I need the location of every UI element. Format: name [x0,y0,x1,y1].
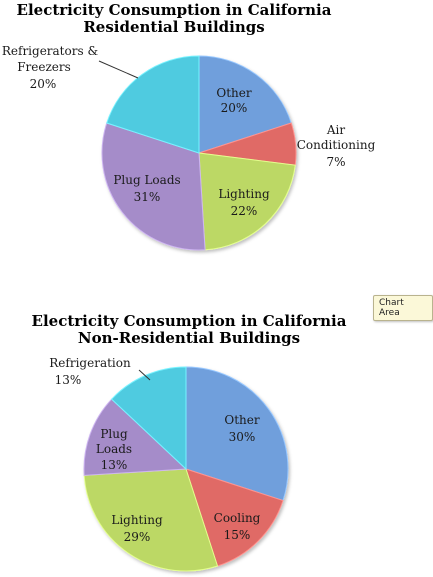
chart-2-slice-cooling[interactable] [185,468,284,567]
chart-1-slice-lighting[interactable] [198,152,296,251]
chart-1-leader-line [98,60,139,79]
chart-2-label-cooling: Cooling [214,511,261,525]
chart-2-pct-cooling: 15% [224,528,251,542]
chart-1-label-ac-line2: Conditioning [297,138,376,152]
chart-1-slice-other[interactable] [198,55,292,154]
chart-1-pct-refrig: 20% [30,77,57,91]
chart-1-slice-plug-loads[interactable] [101,122,206,251]
chart-1-label-ac-line1: Air [326,123,346,137]
chart-2-slice-other[interactable] [185,366,289,502]
chart-1-label-other: Other [216,86,251,100]
chart-area-tooltip: Chart Area [373,295,433,321]
chart-1-subtitle: Residential Buildings [83,18,264,36]
chart-1-title: Electricity Consumption in California [17,1,332,19]
chart-1-label-refrig-line2: Freezers [17,60,71,74]
chart-2-label-plug-line2: Loads [96,442,132,456]
chart-1-pct-ac: 7% [326,155,345,169]
chart-non-residential[interactable]: Electricity Consumption in California No… [32,312,347,572]
chart-1-pie[interactable] [101,55,297,251]
chart-1-pct-lighting: 22% [231,204,258,218]
chart-2-label-plug-line1: Plug [100,427,128,441]
chart-2-leader-line [138,369,151,381]
chart-2-label-lighting: Lighting [111,513,163,527]
chart-1-pct-plug: 31% [134,190,161,204]
chart-1-slice-refrigerators-freezers[interactable] [106,55,200,154]
chart-2-label-other: Other [224,413,259,427]
chart-2-subtitle: Non-Residential Buildings [78,329,300,347]
chart-1-label-refrig-line1: Refrigerators & [2,44,99,58]
chart-1-label-lighting: Lighting [218,187,270,201]
chart-2-label-refrig: Refrigeration [49,356,131,370]
chart-2-slice-lighting[interactable] [83,468,219,572]
chart-2-pct-refrig: 13% [55,373,82,387]
chart-2-pct-other: 30% [229,430,256,444]
chart-2-pie[interactable] [83,366,289,572]
chart-2-pct-plug: 13% [101,458,128,472]
chart-1-pct-other: 20% [221,101,248,115]
chart-2-slice-plug-loads[interactable] [83,398,188,476]
chart-2-pct-lighting: 29% [124,530,151,544]
chart-1-label-plug: Plug Loads [113,173,180,187]
chart-2-title: Electricity Consumption in California [32,312,347,330]
chart-residential[interactable]: Electricity Consumption in California Re… [2,1,376,251]
